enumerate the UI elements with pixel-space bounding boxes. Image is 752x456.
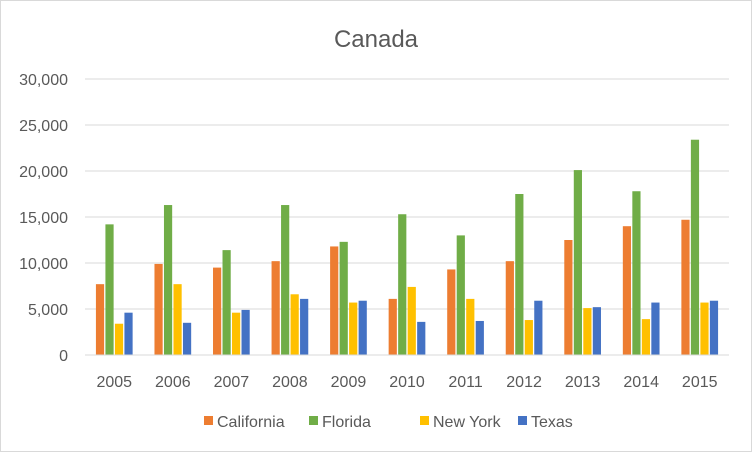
- y-tick-label: 30,000: [19, 72, 68, 89]
- y-tick-label: 0: [59, 348, 68, 365]
- y-axis-ticks: 0 5,000 10,000 15,000 20,000 25,000 30,000: [19, 72, 68, 365]
- legend-swatch: [309, 416, 318, 425]
- bar-florida-2007: [222, 250, 231, 355]
- bar-california-2007: [213, 267, 222, 355]
- bar-texas-2015: [709, 300, 719, 355]
- bar-california-2010: [388, 298, 397, 355]
- legend: California Florida New York Texas: [204, 414, 573, 431]
- bar-california-2011: [447, 269, 456, 355]
- legend-label: Florida: [322, 414, 371, 431]
- bar-florida-2015: [690, 139, 700, 355]
- x-tick-label: 2014: [623, 374, 659, 391]
- x-tick-label: 2007: [214, 374, 250, 391]
- bar-florida-2006: [163, 205, 173, 355]
- bar-new-york-2009: [349, 302, 358, 355]
- legend-item-texas: Texas: [518, 414, 573, 431]
- chart-title: Canada: [334, 26, 419, 53]
- bar-texas-2014: [651, 302, 660, 355]
- bar-florida-2014: [632, 191, 641, 355]
- y-tick-label: 20,000: [19, 164, 68, 181]
- x-tick-label: 2008: [272, 374, 308, 391]
- legend-item-new-york: New York: [420, 414, 502, 431]
- bar-texas-2005: [124, 312, 133, 355]
- legend-label: Texas: [531, 414, 573, 431]
- bar-texas-2007: [241, 309, 250, 355]
- bar-new-york-2008: [290, 294, 299, 355]
- bar-new-york-2006: [173, 284, 182, 355]
- gridlines: [85, 78, 729, 310]
- legend-item-florida: Florida: [309, 414, 371, 431]
- bar-new-york-2015: [700, 302, 709, 355]
- x-tick-label: 2011: [448, 374, 483, 391]
- x-tick-label: 2013: [565, 374, 601, 391]
- bar-texas-2011: [475, 320, 484, 355]
- bar-texas-2012: [534, 300, 543, 355]
- bar-florida-2011: [456, 235, 465, 355]
- bar-new-york-2014: [641, 319, 651, 355]
- bar-california-2006: [154, 263, 163, 355]
- legend-swatch: [204, 416, 213, 425]
- bars: [95, 139, 719, 355]
- bar-florida-2005: [105, 224, 114, 355]
- y-tick-label: 10,000: [19, 256, 68, 273]
- x-tick-label: 2009: [331, 374, 367, 391]
- bar-california-2014: [622, 226, 632, 355]
- x-tick-label: 2010: [389, 374, 425, 391]
- x-tick-label: 2015: [682, 374, 718, 391]
- x-tick-label: 2012: [506, 374, 542, 391]
- bar-california-2008: [271, 261, 280, 355]
- bar-new-york-2005: [114, 323, 124, 355]
- bar-california-2013: [564, 240, 573, 355]
- legend-swatch: [420, 416, 429, 425]
- y-tick-label: 5,000: [28, 302, 68, 319]
- bar-new-york-2007: [232, 312, 241, 355]
- legend-label: New York: [433, 414, 502, 431]
- bar-texas-2010: [417, 321, 426, 355]
- legend-item-california: California: [204, 414, 285, 431]
- bar-texas-2006: [182, 322, 192, 355]
- x-tick-label: 2005: [96, 374, 132, 391]
- bar-texas-2013: [592, 307, 601, 355]
- bar-florida-2010: [398, 214, 407, 355]
- x-axis-ticks: 2005 2006 2007 2008 2009 2010 2011 2012 2013 2014…: [96, 374, 717, 391]
- x-tick-label: 2006: [155, 374, 191, 391]
- legend-label: California: [217, 414, 285, 431]
- bar-new-york-2011: [466, 298, 475, 355]
- bar-florida-2013: [573, 170, 582, 355]
- bar-florida-2008: [281, 205, 290, 355]
- bar-new-york-2010: [407, 286, 416, 355]
- bar-florida-2012: [515, 194, 524, 355]
- bar-california-2015: [681, 219, 690, 355]
- bar-texas-2009: [358, 300, 367, 355]
- bar-california-2012: [505, 261, 514, 355]
- bar-california-2005: [95, 284, 105, 355]
- bar-florida-2009: [339, 241, 348, 355]
- bar-new-york-2012: [524, 320, 533, 355]
- legend-swatch: [518, 416, 527, 425]
- y-tick-label: 15,000: [19, 210, 68, 227]
- bar-new-york-2013: [583, 308, 592, 355]
- y-tick-label: 25,000: [19, 118, 68, 135]
- bar-texas-2008: [300, 298, 309, 355]
- bar-california-2009: [330, 246, 339, 355]
